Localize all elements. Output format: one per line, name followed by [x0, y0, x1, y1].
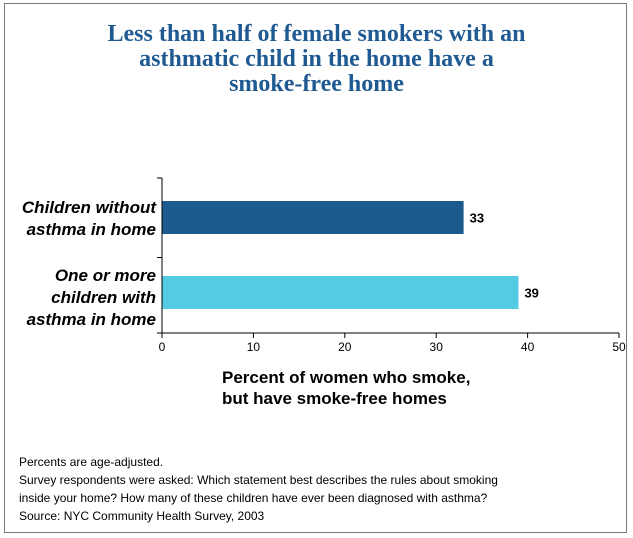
category-label-line: asthma in home [26, 220, 156, 239]
category-label-1: One or more children with asthma in home [27, 265, 156, 331]
footnote-line: Source: NYC Community Health Survey, 200… [19, 509, 265, 523]
category-label-line: One or more [54, 266, 156, 285]
chart-frame [4, 3, 627, 533]
chart-title-line: smoke-free home [229, 71, 404, 97]
x-tick-label-1: 10 [247, 340, 261, 354]
chart-title-line: asthmatic child in the home have a [139, 46, 494, 72]
footnote-line: Survey respondents were asked: Which sta… [19, 473, 498, 487]
chart-title-line: Less than half of female smokers with an [107, 21, 526, 47]
footnote-line: Percents are age-adjusted. [19, 455, 164, 469]
chart-title: Less than half of female smokers with an… [0, 22, 633, 97]
footnote-line: inside your home? How many of these chil… [19, 491, 488, 505]
x-tick-label-2: 20 [338, 340, 352, 354]
x-tick-label-0: 0 [159, 340, 166, 354]
x-tick-label-5: 50 [612, 340, 626, 354]
bar-value-label-0: 33 [470, 211, 484, 226]
bar-value-label-1: 39 [524, 286, 538, 301]
x-axis-label: Percent of women who smoke, but have smo… [222, 367, 470, 409]
category-label-0: Children without asthma in home [22, 197, 156, 241]
category-label-line: children with [51, 288, 156, 307]
bar-1 [162, 276, 519, 309]
x-tick-label-4: 40 [521, 340, 535, 354]
category-label-line: asthma in home [26, 310, 156, 329]
x-axis-label-line: Percent of women who smoke, [222, 368, 471, 387]
category-label-line: Children without [21, 198, 156, 217]
bar-0 [162, 201, 464, 234]
x-axis-label-line: but have smoke-free homes [222, 389, 447, 408]
x-tick-label-3: 30 [430, 340, 444, 354]
footnotes: Percents are age-adjusted. Survey respon… [19, 453, 498, 525]
